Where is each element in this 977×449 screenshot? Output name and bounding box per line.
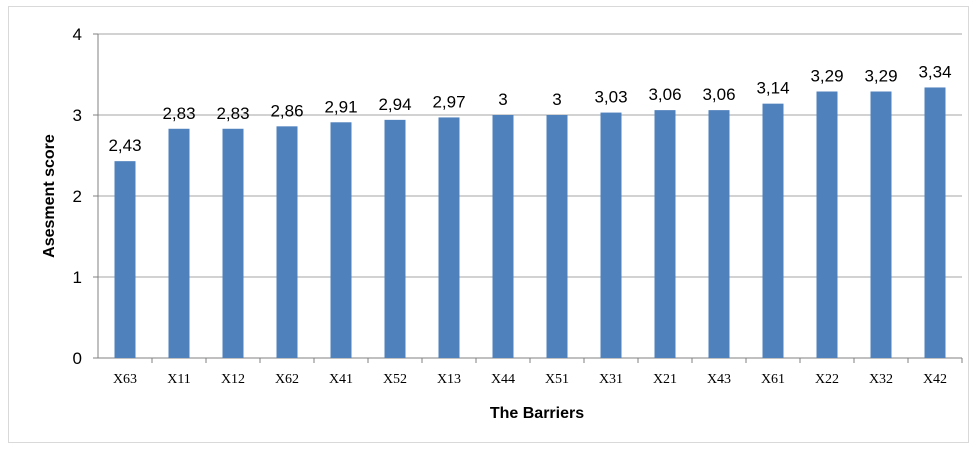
bar-x31 <box>600 112 622 358</box>
bar-x62 <box>276 126 298 358</box>
x-tick-label-x13: X13 <box>437 372 461 387</box>
y-tick-label: 1 <box>73 268 82 287</box>
chart-frame <box>8 6 969 443</box>
data-label-x63: 2,43 <box>108 136 141 155</box>
bar-x12 <box>222 128 244 358</box>
x-axis-title: The Barriers <box>490 405 584 422</box>
bar-x42 <box>924 87 946 359</box>
x-tick-label-x41: X41 <box>329 372 353 387</box>
x-tick-label-x21: X21 <box>653 372 677 387</box>
x-tick-label-x62: X62 <box>275 372 299 387</box>
x-tick-label-x61: X61 <box>761 372 785 387</box>
x-tick-label-x32: X32 <box>869 372 893 387</box>
data-label-x62: 2,86 <box>270 101 303 120</box>
bar-x22 <box>816 91 838 358</box>
y-axis-title: Asesment score <box>41 134 58 258</box>
x-tick-labels: X63 X11 X12 X62 X41 X52 X13 X44 X51 X31 X21 X43 X61 X… <box>113 372 947 387</box>
data-label-x31: 3,03 <box>594 88 627 107</box>
bar-x41 <box>330 122 352 358</box>
data-label-x61: 3,14 <box>756 79 789 98</box>
data-label-x51: 3 <box>552 90 561 109</box>
y-tick-label: 0 <box>73 349 82 368</box>
data-label-x52: 2,94 <box>378 95 411 114</box>
y-tick-labels: 0 1 2 3 4 <box>73 25 82 368</box>
bar-x43 <box>708 110 730 358</box>
bar-x13 <box>438 117 460 359</box>
data-label-x42: 3,34 <box>918 62 951 81</box>
bar-x63 <box>114 161 136 358</box>
bar-x61 <box>762 103 784 358</box>
x-tick-label-x11: X11 <box>167 372 191 387</box>
x-tick-label-x31: X31 <box>599 372 623 387</box>
data-label-x32: 3,29 <box>864 67 897 86</box>
data-label-x12: 2,83 <box>216 104 249 123</box>
data-label-x21: 3,06 <box>648 85 681 104</box>
bar-x52 <box>384 119 406 358</box>
x-tick-label-x44: X44 <box>491 372 515 387</box>
data-label-x44: 3 <box>498 90 507 109</box>
bars <box>114 87 946 359</box>
x-tick-label-x22: X22 <box>815 372 839 387</box>
data-labels: 2,43 2,83 2,83 2,86 2,91 2,94 2,97 3 3 3,03 3,06 3,… <box>108 62 951 155</box>
x-tick-label-x42: X42 <box>923 372 947 387</box>
bar-x32 <box>870 91 892 358</box>
bar-x21 <box>654 110 676 358</box>
data-label-x11: 2,83 <box>162 104 195 123</box>
bar-x44 <box>492 115 514 358</box>
x-tick-label-x51: X51 <box>545 372 569 387</box>
data-label-x22: 3,29 <box>810 67 843 86</box>
y-tick-label: 4 <box>73 25 82 44</box>
y-tick-label: 3 <box>73 106 82 125</box>
x-tick-label-x52: X52 <box>383 372 407 387</box>
x-tick-label-x43: X43 <box>707 372 731 387</box>
x-tick-label-x12: X12 <box>221 372 245 387</box>
bar-x11 <box>168 128 190 358</box>
data-label-x41: 2,91 <box>324 97 357 116</box>
y-tick-label: 2 <box>73 187 82 206</box>
bar-x51 <box>546 115 568 358</box>
x-tick-label-x63: X63 <box>113 372 137 387</box>
data-label-x43: 3,06 <box>702 85 735 104</box>
data-label-x13: 2,97 <box>432 92 465 111</box>
